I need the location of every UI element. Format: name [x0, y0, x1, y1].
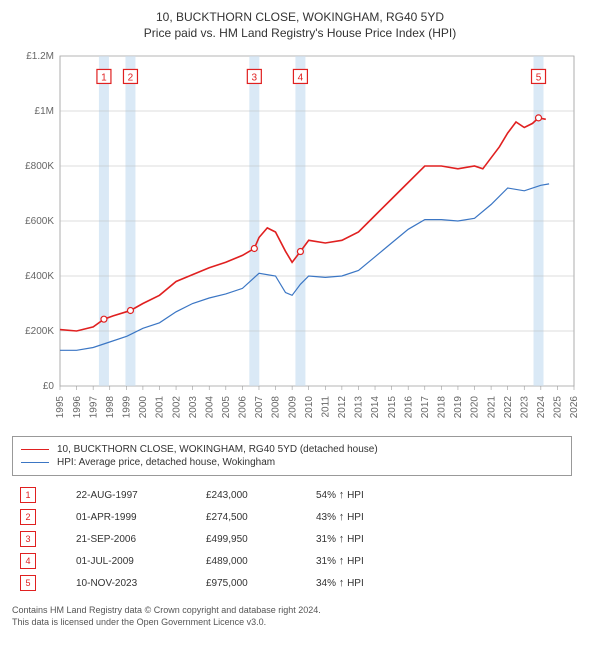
footer-line2: This data is licensed under the Open Gov… [12, 616, 588, 628]
svg-text:2009: 2009 [287, 396, 298, 419]
transaction-date: 01-JUL-2009 [76, 556, 206, 567]
transactions-table: 1 22-AUG-1997£243,00054% ↑ HPI 2 01-APR-199… [12, 484, 572, 594]
transaction-price: £499,950 [206, 534, 316, 545]
svg-text:1997: 1997 [88, 396, 99, 419]
transaction-row: 2 01-APR-1999£274,50043% ↑ HPI [12, 506, 572, 528]
price-chart: £0 £200K £400K £600K £800K £1M £1.2M 1995 1996 19… [12, 46, 582, 426]
svg-text:2012: 2012 [337, 396, 348, 419]
svg-text:2008: 2008 [271, 396, 282, 419]
transaction-marker: 2 [20, 509, 36, 525]
svg-text:2005: 2005 [221, 396, 232, 419]
transaction-date: 21-SEP-2006 [76, 534, 206, 545]
svg-text:2011: 2011 [320, 396, 331, 418]
svg-text:2024: 2024 [536, 396, 547, 419]
svg-text:1998: 1998 [105, 396, 116, 419]
svg-text:1995: 1995 [55, 396, 66, 419]
page-subtitle: Price paid vs. HM Land Registry's House … [12, 26, 588, 40]
svg-text:1999: 1999 [122, 396, 133, 419]
transaction-marker: 4 [20, 553, 36, 569]
transaction-delta: 31% ↑ HPI [316, 555, 416, 567]
svg-text:2023: 2023 [519, 396, 530, 419]
svg-text:1996: 1996 [72, 396, 83, 419]
svg-text:£600K: £600K [25, 216, 54, 227]
svg-text:2022: 2022 [503, 396, 514, 419]
svg-text:2021: 2021 [486, 396, 497, 419]
svg-text:3: 3 [252, 72, 258, 83]
svg-text:2014: 2014 [370, 396, 381, 419]
svg-text:£1M: £1M [35, 106, 54, 117]
transaction-marker: 3 [20, 531, 36, 547]
transaction-row: 3 21-SEP-2006£499,95031% ↑ HPI [12, 528, 572, 550]
svg-text:2000: 2000 [138, 396, 149, 419]
svg-text:2019: 2019 [453, 396, 464, 419]
svg-text:2003: 2003 [188, 396, 199, 419]
svg-text:£1.2M: £1.2M [26, 51, 54, 62]
transaction-delta: 54% ↑ HPI [316, 489, 416, 501]
svg-text:2013: 2013 [354, 396, 365, 419]
svg-text:2015: 2015 [387, 396, 398, 419]
footer: Contains HM Land Registry data © Crown c… [12, 604, 588, 628]
transaction-delta: 31% ↑ HPI [316, 533, 416, 545]
svg-text:£0: £0 [43, 381, 55, 392]
transaction-delta: 43% ↑ HPI [316, 511, 416, 523]
svg-text:2002: 2002 [171, 396, 182, 419]
legend-label-hpi: HPI: Average price, detached house, Woki… [57, 457, 275, 468]
transaction-price: £975,000 [206, 578, 316, 589]
svg-text:1: 1 [101, 72, 107, 83]
transaction-date: 22-AUG-1997 [76, 490, 206, 501]
svg-text:5: 5 [536, 72, 542, 83]
svg-text:2017: 2017 [420, 396, 431, 419]
transaction-marker: 5 [20, 575, 36, 591]
svg-text:2001: 2001 [155, 396, 166, 419]
svg-text:2004: 2004 [204, 396, 215, 419]
svg-text:£800K: £800K [25, 161, 54, 172]
transaction-marker: 1 [20, 487, 36, 503]
svg-text:2026: 2026 [569, 396, 580, 419]
transaction-delta: 34% ↑ HPI [316, 577, 416, 589]
transaction-price: £243,000 [206, 490, 316, 501]
svg-text:2016: 2016 [403, 396, 414, 419]
transaction-price: £489,000 [206, 556, 316, 567]
svg-text:2010: 2010 [304, 396, 315, 419]
legend-label-property: 10, BUCKTHORN CLOSE, WOKINGHAM, RG40 5YD… [57, 444, 378, 455]
svg-text:2007: 2007 [254, 396, 265, 419]
transaction-price: £274,500 [206, 512, 316, 523]
svg-text:£400K: £400K [25, 271, 54, 282]
svg-text:2: 2 [128, 72, 134, 83]
transaction-row: 5 10-NOV-2023£975,00034% ↑ HPI [12, 572, 572, 594]
legend: 10, BUCKTHORN CLOSE, WOKINGHAM, RG40 5YD… [12, 436, 572, 476]
legend-swatch-property [21, 449, 49, 450]
transaction-row: 1 22-AUG-1997£243,00054% ↑ HPI [12, 484, 572, 506]
svg-text:2020: 2020 [470, 396, 481, 419]
footer-line1: Contains HM Land Registry data © Crown c… [12, 604, 588, 616]
svg-text:2025: 2025 [553, 396, 564, 419]
svg-text:£200K: £200K [25, 326, 54, 337]
transaction-row: 4 01-JUL-2009£489,00031% ↑ HPI [12, 550, 572, 572]
page-title: 10, BUCKTHORN CLOSE, WOKINGHAM, RG40 5YD [12, 10, 588, 24]
legend-swatch-hpi [21, 462, 49, 463]
transaction-date: 01-APR-1999 [76, 512, 206, 523]
transaction-date: 10-NOV-2023 [76, 578, 206, 589]
svg-text:2006: 2006 [238, 396, 249, 419]
svg-text:4: 4 [298, 72, 304, 83]
svg-text:2018: 2018 [437, 396, 448, 419]
